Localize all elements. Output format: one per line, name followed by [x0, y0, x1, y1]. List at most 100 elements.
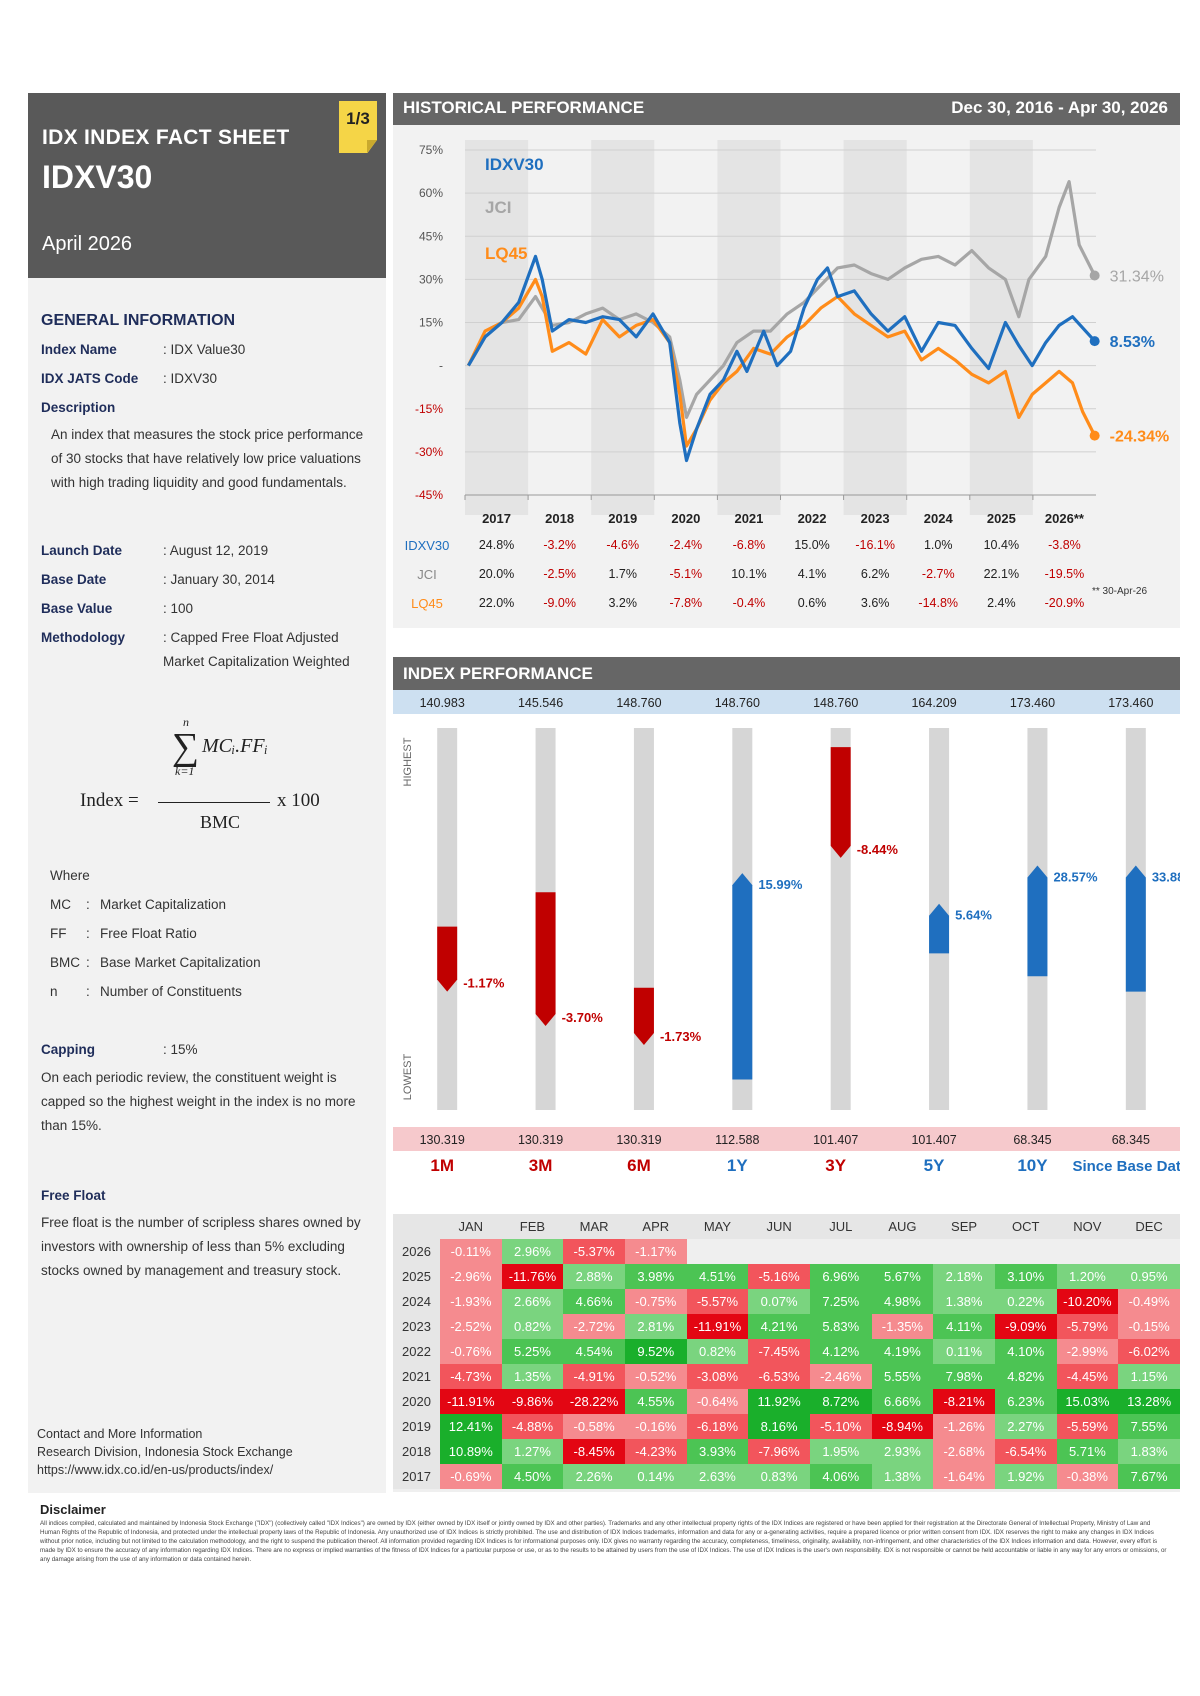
- monthly-return-cell: -2.52%: [439, 1314, 502, 1339]
- monthly-return-cell: -0.49%: [1118, 1289, 1180, 1314]
- monthly-return-cell: 6.96%: [809, 1264, 872, 1289]
- formula-lhs: Index =: [80, 790, 139, 811]
- annual-return-cell: -16.1%: [855, 538, 895, 552]
- year-label: 2020: [393, 1389, 440, 1414]
- monthly-return-cell: 1.27%: [501, 1439, 564, 1464]
- monthly-return-cell: 1.35%: [501, 1364, 564, 1389]
- period-label: 1Y: [727, 1156, 748, 1175]
- index-code-title: IDXV30: [42, 159, 153, 195]
- monthly-return-cell: -0.38%: [1056, 1464, 1119, 1489]
- formula-rhs: x 100: [277, 790, 320, 811]
- monthly-return-cell: 7.98%: [933, 1364, 995, 1389]
- contact-org: Research Division, Indonesia Stock Excha…: [37, 1445, 293, 1459]
- negative-return-arrow: [535, 892, 556, 1026]
- annual-return-cell: 15.0%: [794, 538, 830, 552]
- period-label: 5Y: [924, 1156, 945, 1175]
- monthly-return-cell: 7.55%: [1118, 1414, 1180, 1439]
- annual-return-cell: -3.8%: [1048, 538, 1081, 552]
- annual-return-cell: 22.1%: [983, 567, 1020, 581]
- formula-upper-limit: n: [183, 715, 189, 729]
- monthly-return-cell: -9.09%: [994, 1314, 1057, 1339]
- series-end-label: 31.34%: [1110, 269, 1164, 286]
- formula-lower-limit: k=1: [175, 764, 195, 778]
- monthly-return-cell: -11.91%: [439, 1389, 502, 1414]
- launch-date-value: : August 12, 2019: [163, 543, 269, 558]
- monthly-return-cell: 4.19%: [871, 1339, 934, 1364]
- year-label: 2021: [393, 1364, 440, 1389]
- month-header: SEP: [933, 1214, 995, 1239]
- monthly-return-cell: 2.27%: [994, 1414, 1057, 1439]
- period-low-value: 68.345: [1013, 1133, 1051, 1147]
- monthly-return-cell: [687, 1239, 749, 1264]
- monthly-return-cell: 5.25%: [501, 1339, 564, 1364]
- annual-return-cell: 3.6%: [860, 596, 890, 610]
- period-high-value: 145.546: [518, 696, 563, 710]
- monthly-return-cell: -0.11%: [439, 1239, 502, 1264]
- monthly-return-cell: 4.11%: [933, 1314, 995, 1339]
- free-float-label: Free Float: [41, 1188, 106, 1203]
- negative-return-arrow: [437, 926, 458, 992]
- annual-return-cell: 3.2%: [608, 596, 637, 610]
- period-label: 3Y: [825, 1156, 846, 1175]
- contact-url[interactable]: https://www.idx.co.id/en-us/products/ind…: [37, 1463, 274, 1477]
- monthly-return-cell: -5.59%: [1056, 1414, 1119, 1439]
- monthly-return-cell: -5.37%: [563, 1239, 625, 1264]
- fact-sheet-header: IDX INDEX FACT SHEET IDXV30 April 2026 1…: [28, 93, 386, 278]
- period-return-label: 15.99%: [758, 877, 803, 892]
- highest-axis-label: HIGHEST: [402, 737, 414, 786]
- monthly-return-cell: 6.66%: [871, 1389, 934, 1414]
- monthly-return-cell: 4.51%: [686, 1264, 749, 1289]
- monthly-return-cell: 4.10%: [994, 1339, 1057, 1364]
- annual-return-cell: -20.9%: [1044, 596, 1085, 610]
- negative-return-arrow: [633, 987, 654, 1046]
- monthly-return-cell: -0.15%: [1118, 1314, 1180, 1339]
- index-performance-chart: HIGHEST LOWEST 140.983 130.319 -1.17% 1M 145.5…: [393, 690, 1180, 1175]
- series-line-jci: [467, 180, 1097, 419]
- monthly-return-cell: 2.18%: [933, 1264, 995, 1289]
- monthly-return-cell: [748, 1239, 810, 1264]
- index-performance-header: INDEX PERFORMANCE: [393, 657, 1180, 690]
- monthly-return-cell: -4.88%: [501, 1414, 564, 1439]
- period-low-value: 112.588: [715, 1133, 759, 1147]
- monthly-return-cell: 4.98%: [871, 1289, 934, 1314]
- monthly-return-cell: 2.66%: [501, 1289, 564, 1314]
- period-high-value: 140.983: [420, 696, 465, 710]
- index-name-value: : IDX Value30: [163, 342, 246, 357]
- monthly-return-cell: -9.86%: [501, 1389, 564, 1414]
- monthly-return-cell: -6.53%: [748, 1364, 810, 1389]
- monthly-return-cell: 10.89%: [439, 1439, 502, 1464]
- y-tick-label: 45%: [419, 229, 443, 243]
- monthly-return-cell: 5.67%: [871, 1264, 934, 1289]
- period-high-value: 148.760: [813, 696, 858, 710]
- annual-return-cell: -4.6%: [606, 538, 640, 552]
- year-header: 2019: [608, 511, 638, 526]
- annual-return-cell: 4.1%: [797, 567, 827, 581]
- monthly-return-cell: 1.15%: [1118, 1364, 1180, 1389]
- monthly-return-cell: 4.06%: [809, 1464, 872, 1489]
- monthly-return-cell: -8.45%: [563, 1439, 625, 1464]
- disclaimer-title: Disclaimer: [40, 1502, 106, 1517]
- y-tick-label: 60%: [419, 186, 443, 200]
- positive-return-arrow: [732, 873, 753, 1080]
- month-header: AUG: [871, 1214, 934, 1239]
- jats-code-value: : IDXV30: [163, 371, 218, 386]
- y-tick-label: 75%: [419, 143, 443, 157]
- monthly-return-cell: -7.45%: [748, 1339, 810, 1364]
- contact-block: Contact and More Information Research Di…: [37, 1425, 293, 1479]
- month-header: MAR: [563, 1214, 625, 1239]
- disclaimer-text: All indices compiled, calculated and mai…: [40, 1520, 1167, 1563]
- period-return-label: -8.44%: [857, 842, 899, 857]
- monthly-return-cell: 4.50%: [501, 1464, 564, 1489]
- monthly-return-cell: 4.54%: [563, 1339, 625, 1364]
- legend-jci: JCI: [485, 198, 511, 217]
- monthly-return-cell: [1118, 1239, 1180, 1264]
- formula-denominator: BMC: [200, 812, 241, 832]
- monthly-return-cell: -5.16%: [748, 1264, 810, 1289]
- year-header: 2025: [986, 511, 1016, 526]
- where-description: Market Capitalization: [100, 897, 227, 912]
- free-float-text: Free float is the number of scripless sh…: [41, 1215, 361, 1278]
- where-description: Number of Constituents: [100, 984, 242, 999]
- capping-label: Capping: [41, 1042, 95, 1057]
- annual-return-cell: 10.4%: [983, 538, 1020, 552]
- monthly-return-cell: 8.16%: [748, 1414, 810, 1439]
